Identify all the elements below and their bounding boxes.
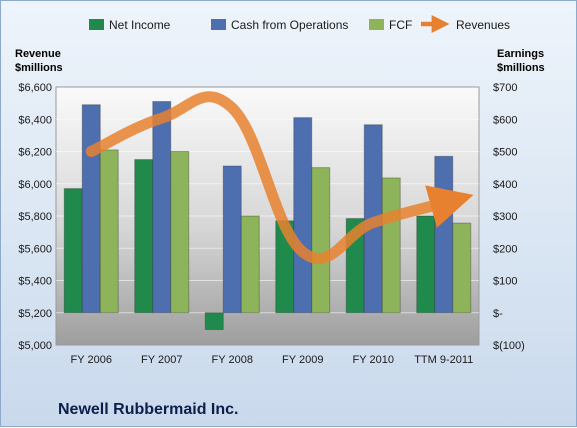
legend-label-fcf: FCF [389,18,412,32]
left-tick-label: $6,600 [18,82,52,94]
category-label: FY 2008 [212,354,253,366]
right-tick-label: $700 [493,82,517,94]
legend-label-cash-from-operations: Cash from Operations [231,18,348,32]
left-tick-label: $5,600 [18,243,52,255]
legend-label-net-income: Net Income [109,18,171,32]
right-axis-ticks: $(100) $- $100 $200 $300 $400 $500 $600 $700 [493,82,525,352]
right-tick-label: $300 [493,211,517,223]
bar-cash-from-operations-fy-2009 [293,117,313,314]
left-axis-ticks: $5,000 $5,200 $5,400 $5,600 $5,800 $6,000 $6,2… [18,82,52,352]
revenues-point-fy-2006 [91,151,92,152]
category-label: FY 2007 [141,354,182,366]
bar-net-income-fy-2006 [63,188,83,314]
right-tick-label: $- [493,308,503,320]
right-tick-label: $200 [493,243,517,255]
category-label: FY 2006 [71,354,112,366]
legend-label-revenues: Revenues [456,18,510,32]
bar-cash-from-operations-fy-2008 [222,165,242,314]
bar-net-income-ttm-9-2011 [416,215,436,314]
left-axis-title-line2: $millions [15,62,63,74]
category-label: FY 2009 [282,354,323,366]
legend: Net Income Cash from Operations FCF Reve… [89,15,510,33]
left-tick-label: $6,000 [18,179,52,191]
left-axis-title-line1: Revenue [15,48,61,60]
category-label: FY 2010 [353,354,394,366]
revenues-point-fy-2010 [373,222,374,223]
right-axis-title-line1: Earnings [497,48,544,60]
left-tick-label: $5,800 [18,211,52,223]
bar-fcf-fy-2007 [170,151,190,314]
right-tick-label: $500 [493,147,517,159]
bar-net-income-fy-2008 [204,312,224,331]
bar-fcf-fy-2008 [240,215,260,314]
legend-swatch-net-income [89,19,104,30]
right-tick-label: $600 [493,114,517,126]
right-tick-label: $(100) [493,340,525,352]
bar-fcf-fy-2009 [311,167,331,314]
bar-fcf-fy-2010 [381,177,401,314]
category-label: TTM 9-2011 [414,354,473,366]
revenue-line-layer [85,91,474,265]
right-tick-label: $400 [493,179,517,191]
left-tick-label: $6,400 [18,114,52,126]
bar-cash-from-operations-fy-2007 [152,101,172,314]
bar-fcf-ttm-9-2011 [452,222,472,314]
revenues-point-fy-2007 [161,118,162,119]
bar-fcf-fy-2006 [99,149,119,314]
left-tick-label: $5,400 [18,276,52,288]
revenues-point-fy-2008 [232,107,233,108]
company-label: Newell Rubbermaid Inc. [58,401,238,418]
category-labels: FY 2006 FY 2007 FY 2008 FY 2009 FY 2010 TTM 9… [71,354,474,366]
legend-swatch-cash-from-operations [211,19,226,30]
bar-cash-from-operations-fy-2006 [81,104,101,314]
bar-net-income-fy-2007 [134,159,154,314]
left-tick-label: $6,200 [18,147,52,159]
right-axis-title-line2: $millions [497,62,545,74]
revenues-point-fy-2009 [302,251,303,252]
revenues-line [85,91,474,265]
left-tick-label: $5,000 [18,340,52,352]
left-tick-label: $5,200 [18,308,52,320]
legend-swatch-fcf [369,19,384,30]
right-tick-label: $100 [493,276,517,288]
revenues-point-ttm-9-2011 [443,203,444,204]
bar-cash-from-operations-ttm-9-2011 [434,155,454,314]
